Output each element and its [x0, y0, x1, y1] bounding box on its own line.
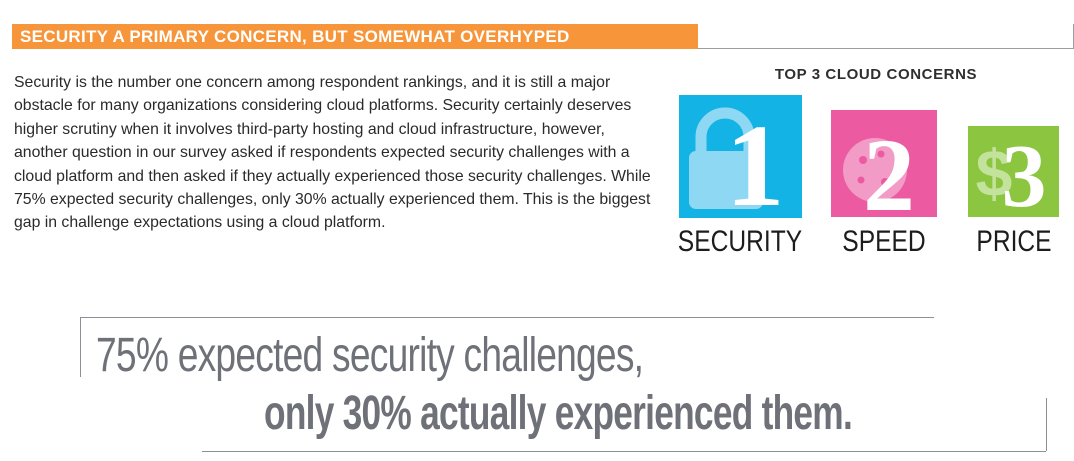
quote-rule-left — [80, 317, 81, 377]
quote-rule-bottom — [202, 451, 1046, 452]
pullquote-line-2: only 30% actually experienced them. — [264, 387, 853, 440]
concern-tile-speed: 2 — [831, 110, 937, 217]
section-header-bar — [12, 24, 698, 49]
svg-text:$: $ — [976, 136, 1013, 210]
concern-rank-2: 2 — [863, 118, 915, 217]
header-divider — [698, 48, 1074, 49]
concern-label-price: PRICE — [976, 225, 1052, 258]
quote-rule-right — [1046, 398, 1047, 451]
dollar-sign-icon: $ 3 — [976, 127, 1047, 217]
concern-rank-1: 1 — [726, 100, 785, 218]
concerns-title: TOP 3 CLOUD CONCERNS — [774, 66, 978, 83]
cookie-icon: 2 — [843, 118, 915, 217]
padlock-icon: 1 — [689, 100, 785, 218]
pullquote-line-1: 75% expected security challenges, — [96, 329, 644, 382]
section-title: SECURITY A PRIMARY CONCERN, BUT SOMEWHAT… — [20, 27, 570, 46]
concern-tile-price: $ 3 — [968, 126, 1059, 217]
concern-rank-3: 3 — [1002, 127, 1047, 217]
body-paragraph: Security is the number one concern among… — [14, 74, 651, 232]
concern-label-speed: SPEED — [842, 225, 926, 258]
concern-tile-security: 1 — [679, 95, 802, 218]
quote-rule-top — [80, 317, 934, 318]
concern-label-security: SECURITY — [677, 225, 803, 258]
